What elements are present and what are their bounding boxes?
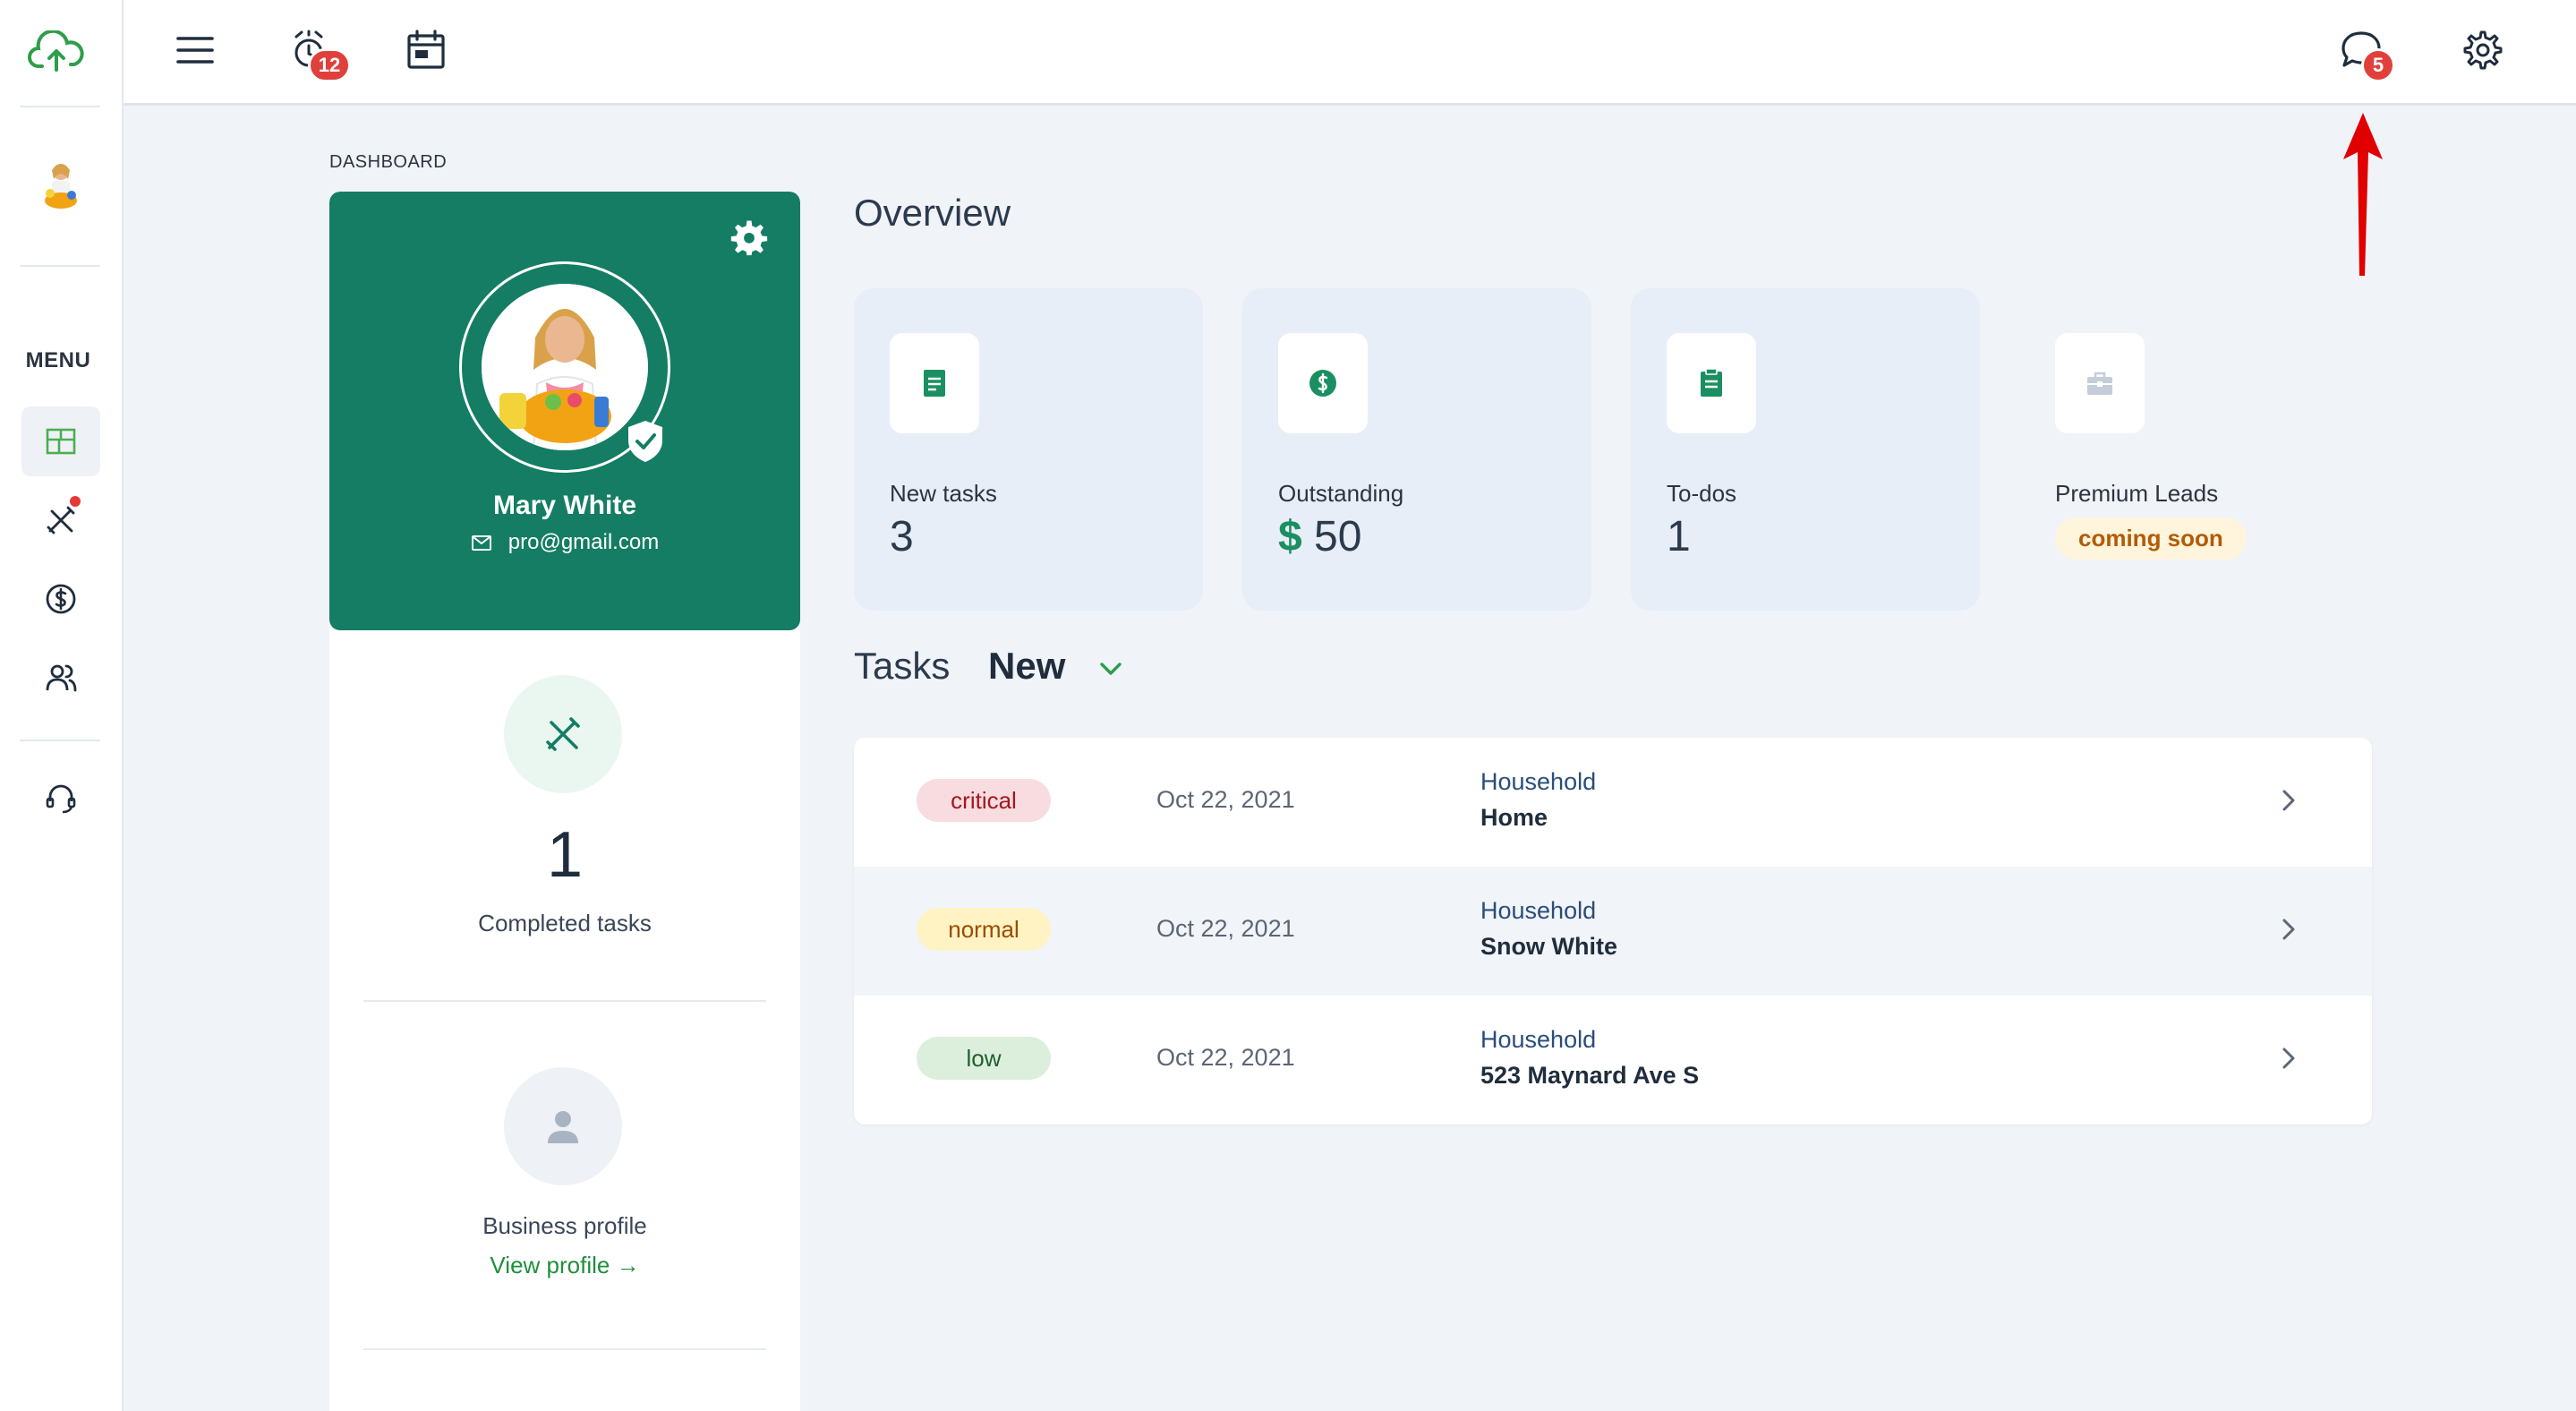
chevron-right-icon[interactable]: [2275, 1042, 2302, 1074]
completed-tasks-icon-circle: [504, 675, 622, 793]
priority-badge: normal: [917, 908, 1051, 951]
overview-icon-tile: [2055, 333, 2145, 433]
cloud-upload-logo-icon[interactable]: [28, 30, 85, 75]
briefcase-icon: [2087, 372, 2112, 395]
document-icon: [924, 370, 945, 397]
profile-email-text: pro@gmail.com: [508, 530, 660, 554]
nav-tasks[interactable]: [21, 485, 100, 555]
table-row[interactable]: low Oct 22, 2021 Household 523 Maynard A…: [854, 996, 2372, 1125]
tasks-table: critical Oct 22, 2021 Household Home nor…: [854, 738, 2372, 1125]
priority-badge: low: [917, 1037, 1051, 1080]
annotation-arrow-icon: [2343, 113, 2383, 276]
rail-divider: [20, 106, 100, 107]
overview-icon-tile: [1278, 333, 1368, 433]
chat-bubble-icon: [2341, 31, 2381, 67]
calendar-icon: [407, 30, 445, 69]
overview-card-todos[interactable]: To-dos 1: [1631, 288, 1980, 611]
overview-card-outstanding[interactable]: Outstanding $ 50: [1242, 288, 1591, 611]
profile-panel: Mary White pro@gmail.com 1 Completed tas…: [329, 192, 800, 1411]
user-silhouette-icon: [548, 1111, 578, 1143]
overview-card-label: New tasks: [890, 480, 997, 507]
tasks-title: Tasks: [854, 645, 951, 687]
alarm-button[interactable]: 12: [285, 23, 351, 82]
nav-clients[interactable]: [21, 643, 100, 713]
table-row[interactable]: normal Oct 22, 2021 Household Snow White: [854, 867, 2372, 996]
panel-divider: [363, 1000, 766, 1002]
rail-divider: [20, 265, 100, 267]
hamburger-icon: [176, 37, 214, 64]
profile-photo[interactable]: [482, 284, 648, 450]
rail-divider: [20, 740, 100, 741]
headset-icon: [46, 784, 76, 814]
nav-support[interactable]: [21, 763, 100, 833]
overview-card-value: 1: [1667, 513, 1691, 560]
overview-card-label: Outstanding: [1278, 480, 1404, 507]
overview-card-label: Premium Leads: [2055, 480, 2219, 507]
hamburger-menu-button[interactable]: [168, 23, 222, 77]
dollar-circle-icon: [46, 584, 76, 614]
nav-dashboard[interactable]: [21, 406, 100, 476]
task-name: 523 Maynard Ave S: [1480, 1062, 1700, 1089]
task-category: Household: [1480, 768, 1597, 795]
table-row[interactable]: critical Oct 22, 2021 Household Home: [854, 738, 2372, 867]
chevron-down-icon[interactable]: [1096, 654, 1126, 684]
task-category: Household: [1480, 897, 1597, 924]
overview-icon-tile: [1667, 333, 1756, 433]
overview-card-new-tasks[interactable]: New tasks 3: [854, 288, 1203, 611]
view-profile-link[interactable]: View profile →: [490, 1252, 640, 1278]
calendar-button[interactable]: [399, 23, 453, 77]
business-profile-icon-circle: [504, 1067, 622, 1185]
notification-dot: [70, 496, 81, 507]
task-date: Oct 22, 2021: [1156, 1044, 1295, 1071]
overview-card-label: To-dos: [1667, 480, 1737, 507]
verified-shield-icon: [628, 421, 662, 462]
panel-divider: [363, 1348, 766, 1350]
overview-card-value: 3: [890, 513, 914, 560]
chevron-right-icon[interactable]: [2275, 913, 2302, 945]
priority-badge: critical: [917, 779, 1051, 822]
business-profile-label: Business profile: [482, 1212, 647, 1239]
clipboard-icon: [1701, 368, 1722, 397]
tools-icon: [47, 506, 75, 534]
task-name: Snow White: [1480, 933, 1617, 960]
user-avatar-small[interactable]: [32, 156, 90, 218]
profile-email: pro@gmail.com: [329, 530, 800, 555]
overview-icon-tile: [890, 333, 979, 433]
messages-button[interactable]: 5: [2334, 23, 2395, 82]
top-bar: 12 5: [124, 0, 2576, 106]
users-icon: [46, 664, 77, 692]
profile-card: Mary White pro@gmail.com: [329, 192, 800, 630]
task-name: Home: [1480, 804, 1548, 831]
dashboard-icon: [46, 428, 76, 455]
coming-soon-badge: coming soon: [2055, 517, 2247, 560]
breadcrumb: DASHBOARD: [329, 152, 448, 172]
nav-payments[interactable]: [21, 564, 100, 634]
outstanding-amount: 50: [1314, 513, 1362, 560]
completed-tasks-label: Completed tasks: [478, 910, 652, 936]
task-category: Household: [1480, 1026, 1597, 1053]
profile-name: Mary White: [492, 491, 637, 520]
task-date: Oct 22, 2021: [1156, 786, 1295, 813]
gear-icon: [2463, 30, 2503, 70]
avatar-ring: [459, 261, 670, 473]
settings-button[interactable]: [2454, 23, 2508, 77]
overview-card-premium-leads: Premium Leads coming soon: [2019, 288, 2368, 611]
mail-icon: [471, 535, 491, 551]
profile-settings-gear-icon[interactable]: [730, 218, 768, 256]
dollar-icon: [1309, 370, 1336, 397]
tools-icon: [546, 717, 580, 751]
completed-tasks-count: 1: [546, 819, 584, 891]
currency-symbol: $: [1278, 513, 1302, 560]
tasks-filter-dropdown[interactable]: New: [988, 645, 1066, 687]
chevron-right-icon[interactable]: [2275, 784, 2302, 817]
overview-title: Overview: [854, 192, 1011, 234]
messages-badge: 5: [2361, 48, 2395, 82]
alarm-badge: 12: [308, 48, 351, 82]
overview-card-value: $ 50: [1278, 512, 1361, 561]
left-sidebar: MENU: [0, 0, 124, 1411]
menu-label: MENU: [25, 348, 91, 372]
task-date: Oct 22, 2021: [1156, 915, 1295, 942]
